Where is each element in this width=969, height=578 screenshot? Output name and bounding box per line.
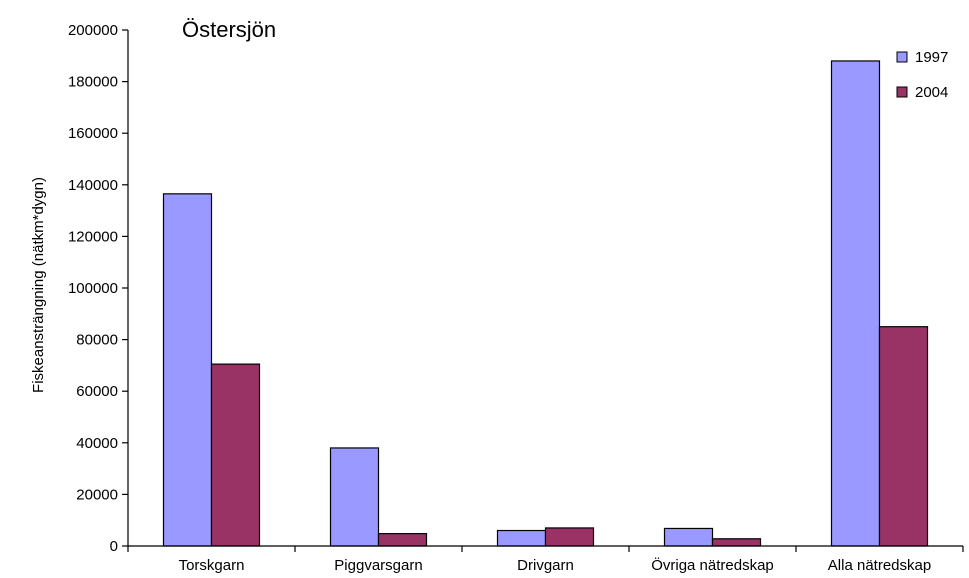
category-label: Torskgarn [179, 557, 245, 574]
category-labels-group: Torskgarn Piggvarsgarn Drivgarn Övriga nätr… [179, 556, 932, 574]
bar-2004-3 [711, 538, 762, 547]
y-tick-label: 80000 [76, 332, 118, 349]
legend-swatch-1997 [896, 51, 908, 63]
category-label: Alla nätredskap [828, 557, 931, 574]
bars-group [162, 60, 929, 547]
bar-1997-2 [496, 529, 547, 547]
category-label: Övriga nätredskap [651, 556, 774, 574]
chart-title: Östersjön [182, 17, 276, 42]
bar-2004-0 [210, 363, 261, 547]
y-tick-label: 20000 [76, 486, 118, 503]
y-tick-label: 40000 [76, 435, 118, 452]
bar-1997-1 [329, 447, 380, 547]
legend: 1997 2004 [896, 49, 948, 101]
y-tick-label: 100000 [68, 280, 118, 297]
y-ticks-group: 0 20000 40000 60000 80000 100000 120000 140000 1… [68, 22, 128, 555]
bar-1997-0 [162, 193, 213, 547]
legend-label-2004: 2004 [915, 84, 948, 101]
y-axis-title: Fiskeansträngning (nätkm*dygn) [30, 177, 47, 393]
y-tick-label: 180000 [68, 74, 118, 91]
y-tick-label: 200000 [68, 22, 118, 39]
y-tick-label: 120000 [68, 228, 118, 245]
category-label: Drivgarn [517, 557, 574, 574]
y-tick-label: 160000 [68, 125, 118, 142]
bar-2004-4 [878, 326, 929, 547]
bar-2004-2 [544, 527, 595, 547]
bar-2004-1 [377, 533, 428, 547]
y-tick-label: 0 [110, 538, 118, 555]
y-tick-label: 140000 [68, 177, 118, 194]
bar-1997-3 [663, 527, 714, 547]
y-tick-label: 60000 [76, 383, 118, 400]
bar-1997-4 [830, 60, 881, 547]
legend-label-1997: 1997 [915, 49, 948, 66]
legend-swatch-2004 [896, 86, 908, 98]
category-label: Piggvarsgarn [334, 557, 422, 574]
